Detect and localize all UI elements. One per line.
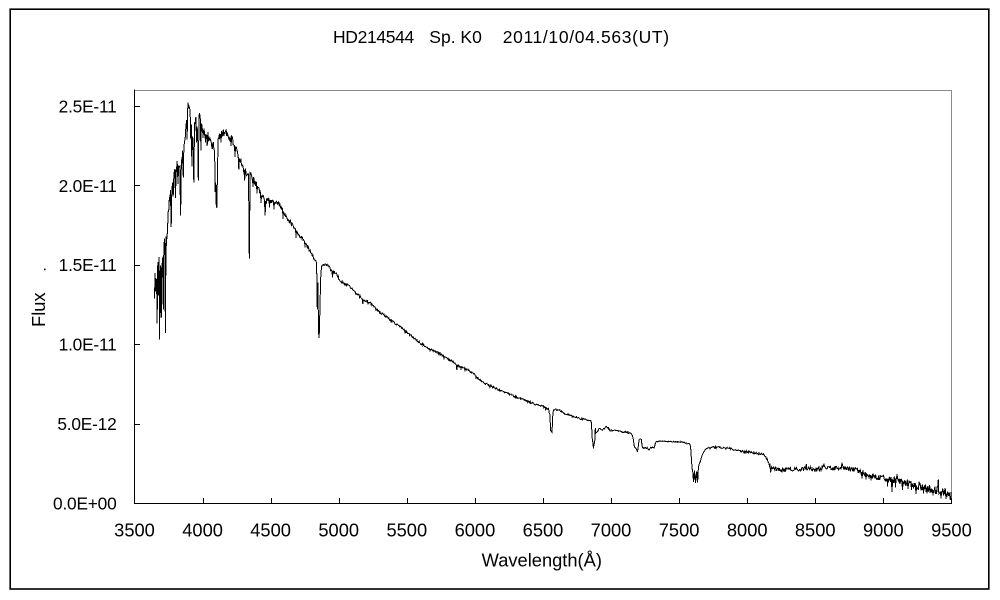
svg-text:2.0E-11: 2.0E-11 — [59, 176, 117, 196]
svg-text:7500: 7500 — [659, 520, 700, 541]
svg-text:4000: 4000 — [182, 520, 223, 541]
svg-text:8000: 8000 — [727, 520, 768, 541]
svg-text:2.5E-11: 2.5E-11 — [59, 96, 117, 116]
svg-text:8500: 8500 — [795, 520, 836, 541]
svg-text:Sp. K0: Sp. K0 — [429, 27, 482, 47]
svg-text:HD214544: HD214544 — [333, 27, 414, 47]
svg-text:5000: 5000 — [318, 520, 359, 541]
svg-text:2011/10/04.563(UT): 2011/10/04.563(UT) — [503, 27, 670, 47]
svg-text:Wavelength(Å): Wavelength(Å) — [482, 550, 602, 571]
svg-text:1.0E-11: 1.0E-11 — [59, 335, 117, 355]
svg-text:Flux: Flux — [28, 292, 49, 327]
svg-text:1.5E-11: 1.5E-11 — [59, 255, 117, 275]
svg-text:6000: 6000 — [455, 520, 496, 541]
svg-text:5500: 5500 — [386, 520, 427, 541]
svg-text:3500: 3500 — [114, 520, 155, 541]
svg-text:5.0E-12: 5.0E-12 — [57, 414, 116, 434]
svg-text:4500: 4500 — [250, 520, 291, 541]
svg-text:6500: 6500 — [523, 520, 564, 541]
svg-text:9000: 9000 — [863, 520, 904, 541]
svg-text:7000: 7000 — [591, 520, 632, 541]
svg-text:0.0E+00: 0.0E+00 — [53, 494, 116, 514]
svg-text:9500: 9500 — [931, 520, 972, 541]
